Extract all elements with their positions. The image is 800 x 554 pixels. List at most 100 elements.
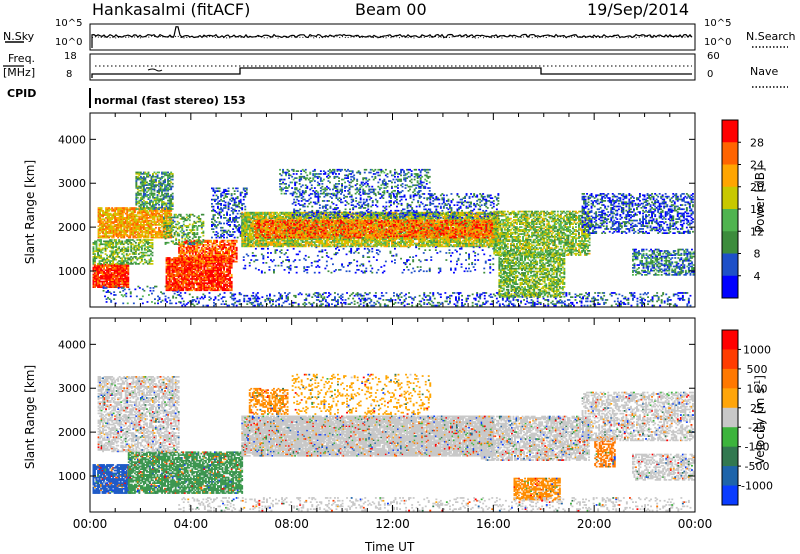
heatmap-cell — [146, 187, 148, 189]
heatmap-cell — [116, 273, 119, 276]
heatmap-cell — [126, 208, 129, 211]
heatmap-cell — [150, 229, 153, 232]
heatmap-cell — [220, 272, 223, 275]
heatmap-cell — [194, 245, 197, 248]
heatmap-cell — [208, 268, 210, 270]
heatmap-cell — [103, 265, 106, 267]
heatmap-cell — [113, 250, 116, 253]
heatmap-cell — [185, 271, 188, 273]
heatmap-cell — [106, 273, 109, 276]
heatmap-cell — [193, 255, 196, 257]
heatmap-cell — [147, 198, 150, 200]
heatmap-cell — [103, 275, 106, 277]
heatmap-cell — [170, 195, 173, 198]
heatmap-cell — [97, 239, 100, 241]
heatmap-cell — [98, 247, 101, 250]
heatmap-cell — [142, 217, 145, 219]
heatmap-cell — [144, 192, 147, 195]
heatmap-cell — [134, 288, 137, 291]
heatmap-cell — [120, 219, 123, 222]
heatmap-cell — [113, 276, 116, 279]
heatmap-cell — [223, 276, 226, 279]
heatmap-cell — [165, 289, 168, 292]
heatmap-cell — [139, 182, 142, 185]
heatmap-cell — [144, 171, 147, 174]
heatmap-cell — [115, 244, 118, 247]
heatmap-cell — [128, 253, 131, 255]
heatmap-cell — [167, 266, 170, 269]
heatmap-cell — [109, 270, 112, 273]
heatmap-cell — [155, 173, 157, 175]
heatmap-cell — [197, 215, 200, 217]
heatmap-cell — [130, 249, 133, 251]
heatmap-cell — [108, 231, 111, 233]
heatmap-cell — [130, 226, 133, 229]
heatmap-cell — [167, 272, 170, 275]
heatmap-cell — [201, 282, 204, 284]
heatmap-cell — [220, 276, 223, 279]
heatmap-cell — [221, 288, 224, 290]
heatmap-cell — [218, 282, 221, 284]
heatmap-cell — [180, 275, 183, 277]
heatmap-cell — [181, 255, 184, 257]
heatmap-cell — [194, 264, 197, 266]
heatmap-cell — [106, 254, 109, 257]
heatmap-cell — [188, 272, 191, 275]
heatmap-cell — [135, 295, 138, 298]
heatmap-cell — [98, 276, 101, 279]
heatmap-cell — [226, 196, 229, 198]
heatmap-cell — [134, 261, 137, 264]
heatmap-cell — [98, 256, 101, 258]
heatmap-cell — [211, 289, 213, 292]
heatmap-cell — [197, 276, 200, 279]
heatmap-cell — [164, 206, 167, 209]
heatmap-cell — [212, 205, 215, 208]
heatmap-cell — [170, 171, 173, 174]
heatmap-cell — [188, 268, 191, 270]
heatmap-cell — [120, 211, 123, 214]
heatmap-cell — [139, 242, 142, 244]
heatmap-cell — [119, 249, 122, 251]
heatmap-cell — [112, 236, 115, 239]
heatmap-cell — [104, 249, 107, 251]
heatmap-cell — [198, 286, 201, 289]
heatmap-cell — [121, 277, 124, 280]
heatmap-cell — [97, 232, 100, 235]
heatmap-cell — [102, 287, 105, 289]
heatmap-cell — [107, 296, 110, 299]
heatmap-cell — [105, 221, 108, 223]
heatmap-cell — [111, 232, 114, 235]
heatmap-cell — [94, 275, 96, 277]
heatmap-cell — [126, 221, 129, 223]
heatmap-cell — [141, 188, 144, 191]
heatmap-cell — [123, 224, 126, 226]
heatmap-cell — [123, 228, 126, 230]
heatmap-cell — [230, 280, 233, 283]
heatmap-cell — [139, 226, 142, 229]
heatmap-cell — [98, 261, 101, 264]
heatmap-cell — [149, 224, 151, 226]
heatmap-cell — [184, 241, 187, 243]
heatmap-cell — [209, 283, 212, 286]
heatmap-cell — [142, 239, 145, 241]
heatmap-cell — [134, 246, 137, 248]
heatmap-cell — [112, 235, 115, 237]
heatmap-cell — [113, 298, 116, 300]
heatmap-cell — [136, 236, 139, 239]
heatmap-cell — [139, 257, 142, 260]
heatmap-cell — [97, 231, 100, 233]
heatmap-cell — [127, 265, 130, 267]
heatmap-cell — [103, 261, 106, 264]
heatmap-cell — [155, 184, 157, 186]
heatmap-cell — [124, 272, 127, 274]
heatmap-cell — [168, 198, 171, 200]
heatmap-cell — [115, 283, 118, 286]
heatmap-cell — [94, 258, 96, 261]
heatmap-cell — [103, 243, 106, 246]
heatmap-cell — [109, 250, 112, 253]
heatmap-cell — [161, 177, 164, 179]
heatmap-cell — [230, 265, 233, 268]
heatmap-cell — [224, 264, 227, 266]
heatmap-cell — [95, 273, 98, 276]
heatmap-cell — [147, 175, 150, 178]
